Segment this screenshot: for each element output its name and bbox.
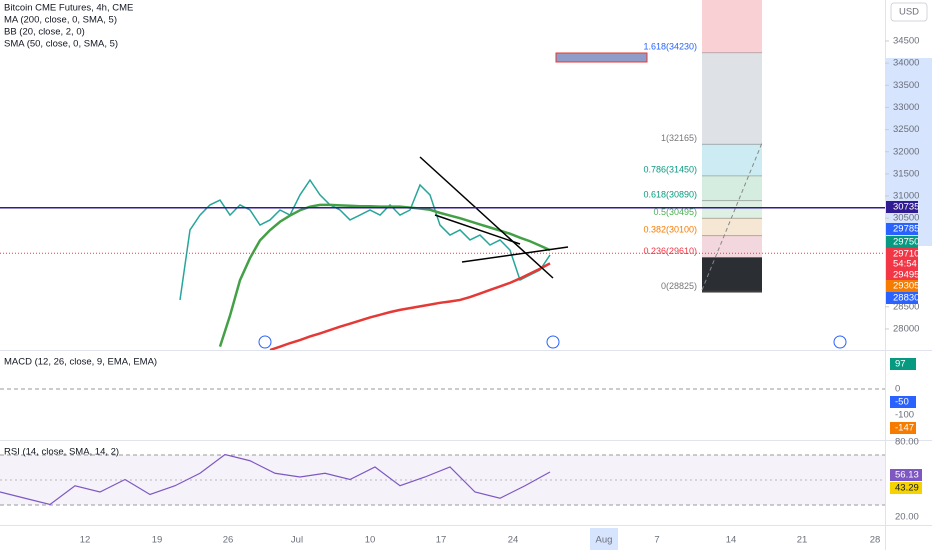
- fib-band: [702, 200, 762, 219]
- fib-band: [702, 176, 762, 201]
- rsi-band: [0, 455, 885, 505]
- fib-group: [702, 52, 762, 293]
- macd-label: -147: [895, 423, 914, 434]
- y-tick-label: 34500: [893, 35, 919, 46]
- fib-band: [702, 218, 762, 236]
- countdown-badge: [886, 258, 918, 270]
- rsi-badge: [890, 469, 922, 481]
- macd-badge: [890, 396, 916, 408]
- y-tick-label: 33500: [893, 80, 919, 91]
- macd-label: 0: [895, 384, 900, 395]
- x-tick-label: 7: [654, 535, 659, 546]
- projection-line: [701, 142, 763, 291]
- rsi-title: RSI (14, close, SMA, 14, 2): [4, 447, 119, 458]
- x-tick-label: 12: [80, 535, 91, 546]
- x-tick-label: 14: [726, 535, 737, 546]
- fib-label: 0.236(29610): [643, 246, 697, 256]
- rsi-label: 43.29: [895, 483, 919, 494]
- price-badge: [886, 280, 918, 292]
- x-tick-label: 28: [870, 535, 881, 546]
- plot: [0, 178, 885, 350]
- fib-label: 0(28825): [661, 281, 697, 291]
- fib-band: [702, 235, 762, 258]
- x-tick-label: 24: [508, 535, 519, 546]
- badge-label: 29495: [893, 270, 919, 281]
- price-badge: [886, 223, 918, 235]
- fib-band: [702, 257, 762, 293]
- x-tick-label: 10: [365, 535, 376, 546]
- macd-label: 97: [895, 359, 906, 370]
- currency: USD: [899, 7, 919, 18]
- y-tick-label: 30500: [893, 213, 919, 224]
- y-tick-label: 28500: [893, 301, 919, 312]
- indicator: MA (200, close, 0, SMA, 5): [4, 15, 117, 26]
- y-tick-label: 31000: [893, 191, 919, 202]
- badge-label: 29305: [893, 281, 919, 292]
- icon[interactable]: [546, 335, 560, 349]
- y-tick-label: 32500: [893, 124, 919, 135]
- fib-label: 1.618(34230): [643, 41, 697, 51]
- symbol: Bitcoin CME Futures, 4h, CME: [4, 3, 133, 14]
- macd-label: -50: [895, 397, 909, 408]
- rsi-badge: [890, 482, 922, 494]
- x-tick-label: 17: [436, 535, 447, 546]
- fib-band: [702, 52, 762, 145]
- trend-line: [434, 214, 521, 245]
- rsi-line: [0, 453, 551, 506]
- fib-label: 0.618(30890): [643, 189, 697, 199]
- rsi-label: 56.13: [895, 470, 919, 481]
- badge-label: 30735: [893, 202, 919, 213]
- badge-label: 28830: [893, 293, 919, 304]
- fib-band: [702, 144, 762, 177]
- series-line: [218, 203, 551, 348]
- countdown: 54:54: [893, 259, 917, 270]
- macd-title: MACD (12, 26, close, 9, EMA, EMA): [4, 357, 157, 368]
- macd-badge: [890, 358, 916, 370]
- icon[interactable]: [258, 335, 272, 349]
- icon[interactable]: [833, 335, 847, 349]
- rsi-label: 20.00: [895, 512, 919, 523]
- trend-line: [461, 246, 569, 263]
- target-box: [555, 52, 648, 63]
- price-badge: [886, 292, 918, 304]
- y-tick-label: 31500: [893, 168, 919, 179]
- price-badge: [886, 201, 918, 213]
- y-tick-label: 34000: [893, 58, 919, 69]
- x-tick-label: 19: [152, 535, 163, 546]
- currency-box[interactable]: [890, 2, 928, 22]
- short-zone: [702, 0, 762, 53]
- trend-line: [419, 156, 554, 279]
- fib-label: 0.5(30495): [653, 207, 697, 217]
- macd-badge: [890, 422, 916, 434]
- y-tick-label: 33000: [893, 102, 919, 113]
- y-tick-label: 32000: [893, 146, 919, 157]
- replay-icons: [258, 335, 847, 349]
- x-tick-label: Jul: [291, 535, 303, 546]
- badge-label: 29710: [893, 249, 919, 260]
- x-tick-label: 21: [797, 535, 808, 546]
- price-badge: [886, 248, 918, 260]
- fib-label: 0.382(30100): [643, 224, 697, 234]
- fib-label: 0.786(31450): [643, 164, 697, 174]
- x-tick-label: Aug: [596, 535, 613, 546]
- macd-label: -100: [895, 410, 914, 421]
- series-line: [269, 262, 551, 350]
- badge-label: 29785: [893, 224, 919, 235]
- series-line: [179, 178, 551, 301]
- indicator: SMA (50, close, 0, SMA, 5): [4, 39, 118, 50]
- price-badge: [886, 236, 918, 248]
- date-highlight: [590, 528, 618, 550]
- price-badge: [886, 269, 918, 281]
- axis-highlight: [885, 58, 932, 246]
- badge-label: 29750: [893, 237, 919, 248]
- x-tick-label: 26: [223, 535, 234, 546]
- indicator: BB (20, close, 2, 0): [4, 27, 85, 38]
- fib-label: 1(32165): [661, 133, 697, 143]
- y-tick-label: 28000: [893, 323, 919, 334]
- rsi-label: 80.00: [895, 437, 919, 448]
